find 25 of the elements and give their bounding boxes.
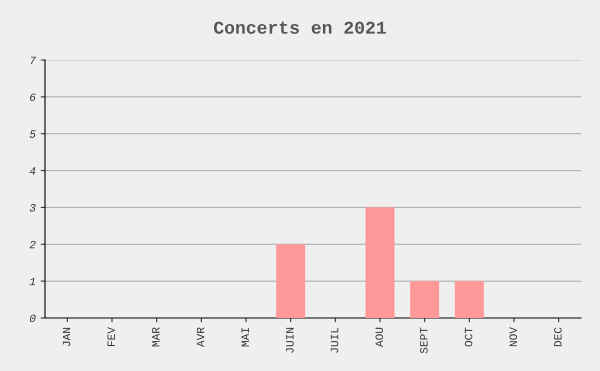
x-tick-label: MAR (152, 327, 160, 346)
y-tick-label: 3 (30, 204, 36, 212)
x-tick-label: DEC (554, 328, 562, 346)
y-tick-label: 7 (30, 56, 36, 64)
x-tick-label: JAN (62, 328, 70, 346)
x-tick-label: JUIN (286, 328, 294, 353)
x-tick-label: FEV (108, 327, 115, 346)
y-tick-label: 2 (30, 240, 36, 248)
x-tick-label: AOU (375, 328, 383, 348)
chart-title: Concerts en 2021 (214, 22, 386, 34)
y-tick-label: 6 (30, 93, 36, 101)
y-tick-label: 0 (30, 314, 36, 322)
x-tick-label: OCT (464, 327, 472, 346)
bar (410, 281, 440, 318)
bar (365, 207, 395, 318)
x-tick-label: NOV (509, 327, 517, 346)
x-tick-label: JUIL (330, 328, 338, 353)
y-tick-label: 5 (30, 130, 36, 138)
bar (454, 281, 484, 318)
x-tick-label: MAI (242, 328, 249, 346)
y-tick-label: 4 (30, 167, 36, 175)
y-tick-label: 1 (30, 278, 36, 286)
x-tick-label: SEPT (420, 327, 428, 354)
bar (276, 244, 306, 318)
x-tick-label: AVR (196, 327, 204, 348)
